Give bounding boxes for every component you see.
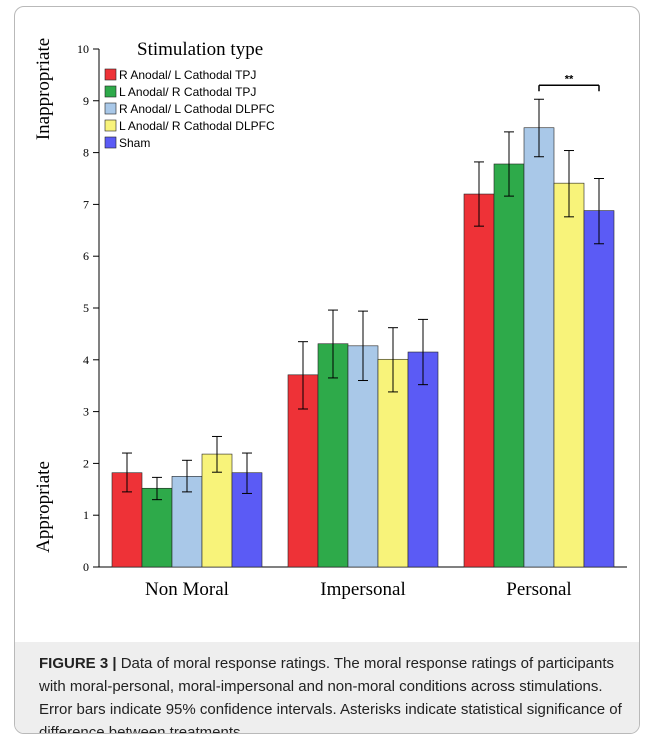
significance-marker: ** xyxy=(565,73,574,85)
y-tick-label: 4 xyxy=(83,353,89,367)
x-category-label: Non Moral xyxy=(145,579,229,600)
bar xyxy=(523,127,555,568)
bar xyxy=(553,182,585,568)
figure-label: FIGURE 3 | xyxy=(39,655,117,672)
bar xyxy=(377,358,409,568)
bar xyxy=(407,351,439,568)
y-axis-label-top: Inappropriate xyxy=(33,38,54,140)
legend-entry-label: Sham xyxy=(119,136,150,150)
legend-entry-label: L Anodal/ R Cathodal DLPFC xyxy=(119,119,275,133)
bar-chart: 0 1 2 3 4 5 6 7 8 9 10 Inappropriate Appropriate Non … xyxy=(33,38,627,600)
legend-swatch xyxy=(104,102,117,115)
y-tick-label: 5 xyxy=(83,301,89,315)
bar xyxy=(317,343,349,568)
figure-caption-text: Data of moral response ratings. The mora… xyxy=(39,655,622,734)
legend-swatch xyxy=(104,85,117,98)
y-tick-label: 0 xyxy=(83,560,89,574)
legend-entry-label: L Anodal/ R Cathodal TPJ xyxy=(119,85,256,99)
y-tick-label: 10 xyxy=(77,42,89,56)
figure-caption: FIGURE 3 | Data of moral response rating… xyxy=(15,642,639,734)
y-tick-label: 6 xyxy=(83,249,89,263)
y-tick-label: 1 xyxy=(83,508,89,522)
bar xyxy=(141,487,173,568)
legend-swatch xyxy=(104,119,117,132)
legend-swatch xyxy=(104,136,117,149)
y-axis-label-bottom: Appropriate xyxy=(33,461,54,553)
figure-panel: 0 1 2 3 4 5 6 7 8 9 10 Inappropriate Appropriate Non … xyxy=(14,6,640,734)
bar xyxy=(463,193,495,568)
legend-entry-label: R Anodal/ L Cathodal DLPFC xyxy=(119,102,275,116)
legend-entry-label: R Anodal/ L Cathodal TPJ xyxy=(119,68,256,82)
y-tick-label: 3 xyxy=(83,405,89,419)
y-tick-label: 8 xyxy=(83,146,89,160)
bar xyxy=(493,163,525,568)
legend-swatch xyxy=(104,68,117,81)
x-category-label: Personal xyxy=(506,579,571,600)
y-tick-label: 2 xyxy=(83,456,89,470)
bar xyxy=(583,210,615,568)
legend-title: Stimulation type xyxy=(137,39,263,60)
y-tick-label: 7 xyxy=(83,197,89,211)
y-tick-label: 9 xyxy=(83,94,89,108)
x-category-label: Impersonal xyxy=(320,579,405,600)
